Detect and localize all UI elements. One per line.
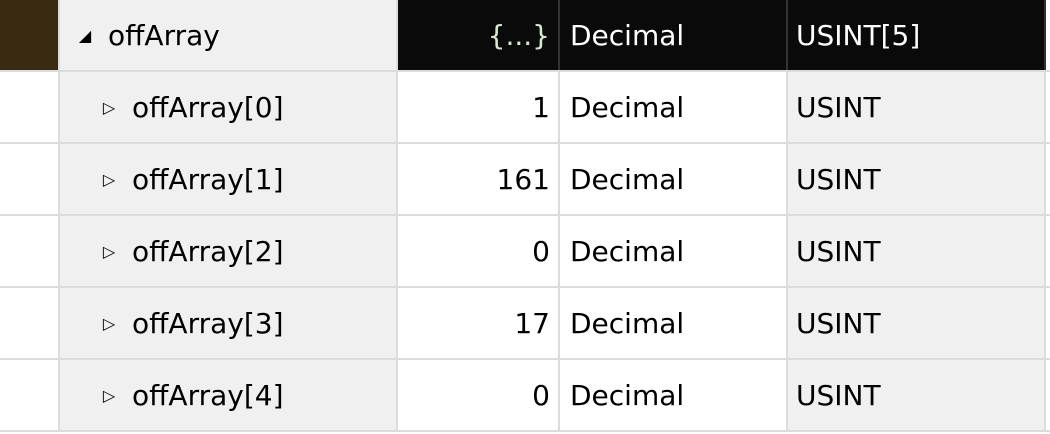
expand-icon[interactable]: ▷ <box>102 97 116 117</box>
data-type-cell: USINT[5] <box>788 0 1046 70</box>
value-cell[interactable]: 0 <box>398 360 560 430</box>
data-type-cell: USINT <box>788 144 1046 214</box>
row-selector[interactable] <box>0 216 60 286</box>
row-selector[interactable] <box>0 72 60 142</box>
data-type-cell: USINT <box>788 216 1046 286</box>
tag-name: offArray[3] <box>132 306 284 340</box>
filler-cell <box>1046 0 1050 70</box>
value-cell[interactable]: 17 <box>398 288 560 358</box>
value-cell[interactable]: 161 <box>398 144 560 214</box>
tag-name-cell[interactable]: ▷ offArray[0] <box>60 72 398 142</box>
filler-cell <box>1046 72 1050 142</box>
tag-name: offArray <box>108 18 220 52</box>
style-cell[interactable]: Decimal <box>560 144 788 214</box>
tag-name: offArray[1] <box>132 162 284 196</box>
style-cell[interactable]: Decimal <box>560 360 788 430</box>
row-selector[interactable] <box>0 0 60 70</box>
tag-name: offArray[0] <box>132 90 284 124</box>
table-row[interactable]: ▷ offArray[4] 0 Decimal USINT <box>0 360 1050 432</box>
row-selector[interactable] <box>0 144 60 214</box>
filler-cell <box>1046 288 1050 358</box>
tag-name-cell[interactable]: ▷ offArray[4] <box>60 360 398 430</box>
table-row[interactable]: ▷ offArray[1] 161 Decimal USINT <box>0 144 1050 216</box>
data-type-cell: USINT <box>788 288 1046 358</box>
style-cell[interactable]: Decimal <box>560 216 788 286</box>
style-cell[interactable]: Decimal <box>560 0 788 70</box>
expand-icon[interactable]: ▷ <box>102 385 116 405</box>
tag-name-cell[interactable]: ◢ offArray <box>60 0 398 70</box>
value-cell[interactable]: 0 <box>398 216 560 286</box>
value-cell[interactable]: 1 <box>398 72 560 142</box>
tag-name-cell[interactable]: ▷ offArray[2] <box>60 216 398 286</box>
tag-name: offArray[4] <box>132 378 284 412</box>
row-selector[interactable] <box>0 288 60 358</box>
filler-cell <box>1046 216 1050 286</box>
expand-icon[interactable]: ▷ <box>102 313 116 333</box>
filler-cell <box>1046 144 1050 214</box>
filler-cell <box>1046 360 1050 430</box>
expand-icon[interactable]: ▷ <box>102 241 116 261</box>
table-row[interactable]: ▷ offArray[2] 0 Decimal USINT <box>0 216 1050 288</box>
tag-name-cell[interactable]: ▷ offArray[1] <box>60 144 398 214</box>
expand-icon[interactable]: ▷ <box>102 169 116 189</box>
row-selector[interactable] <box>0 360 60 430</box>
data-type-cell: USINT <box>788 360 1046 430</box>
table-row[interactable]: ▷ offArray[0] 1 Decimal USINT <box>0 72 1050 144</box>
style-cell[interactable]: Decimal <box>560 288 788 358</box>
parent-row[interactable]: ◢ offArray {...} Decimal USINT[5] <box>0 0 1050 72</box>
style-cell[interactable]: Decimal <box>560 72 788 142</box>
tag-name-cell[interactable]: ▷ offArray[3] <box>60 288 398 358</box>
value-cell[interactable]: {...} <box>398 0 560 70</box>
data-type-cell: USINT <box>788 72 1046 142</box>
collapse-icon[interactable]: ◢ <box>78 25 92 45</box>
table-row[interactable]: ▷ offArray[3] 17 Decimal USINT <box>0 288 1050 360</box>
tag-name: offArray[2] <box>132 234 284 268</box>
